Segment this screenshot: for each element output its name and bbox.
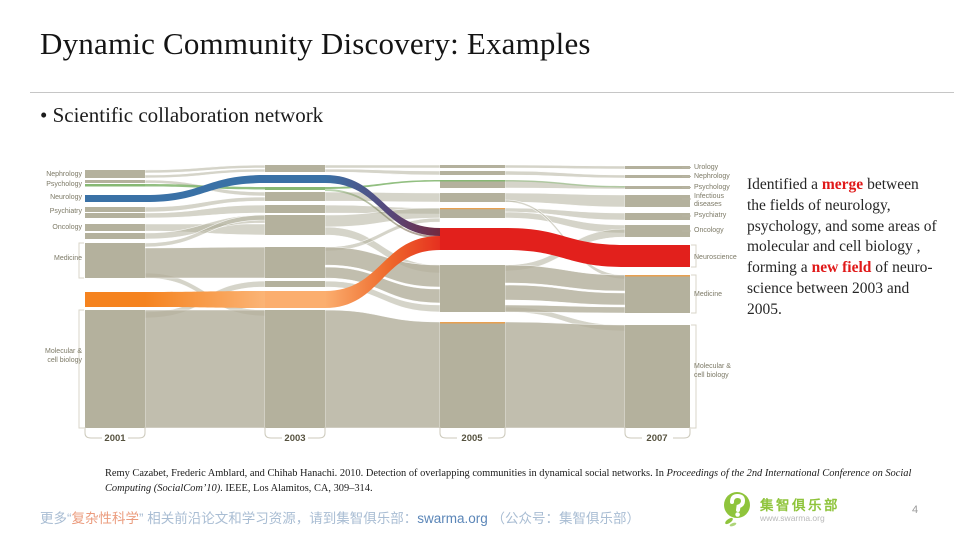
year-brackets bbox=[84, 427, 691, 439]
field-label-right: Infectious diseases bbox=[694, 192, 724, 209]
year-label: 2001 bbox=[104, 433, 126, 444]
field-label-right: Nephrology bbox=[694, 172, 730, 180]
field-label-left: Nephrology bbox=[46, 170, 82, 178]
flow-psychology-merge bbox=[325, 189, 440, 238]
field-label-right: Urology bbox=[694, 163, 719, 171]
title-divider bbox=[30, 92, 954, 93]
field-label-right: Medicine bbox=[694, 290, 723, 298]
page-number: 4 bbox=[912, 504, 919, 516]
slide-title: Dynamic Community Discovery: Examples bbox=[40, 26, 591, 61]
question-mark-icon bbox=[720, 490, 754, 533]
flow-molbio-orange bbox=[145, 236, 440, 308]
logo-title: 集智俱乐部 bbox=[760, 498, 840, 514]
field-label-right: Molecular & cell biology bbox=[694, 363, 731, 379]
footer-note: 更多“复杂性科学” 相关前沿论文和学习资源，请到集智俱乐部：swarma.org… bbox=[40, 511, 641, 526]
alluvial-diagram: Nephrology Psychology Neurology Psychiat… bbox=[30, 155, 750, 455]
citation-text: Remy Cazabet, Frederic Amblard, and Chih… bbox=[105, 468, 912, 494]
annotation-text: Identified a merge between the fields of… bbox=[747, 176, 937, 318]
field-label-left: Psychiatry bbox=[49, 207, 82, 215]
field-label-right: Neuroscience bbox=[694, 253, 737, 261]
label-ticks bbox=[682, 167, 691, 232]
logo-url: www.swarma.org bbox=[760, 513, 825, 524]
field-label-left: Medicine bbox=[53, 255, 82, 262]
year-label: 2003 bbox=[284, 433, 306, 444]
field-label-right: Psychiatry bbox=[694, 212, 727, 219]
field-label-right: Oncology bbox=[694, 227, 724, 234]
field-label-left: Molecular & cell biology bbox=[45, 348, 82, 364]
field-label-left: Psychology bbox=[46, 181, 82, 188]
swarma-logo: 集智俱乐部 www.swarma.org bbox=[720, 490, 840, 533]
year-label: 2005 bbox=[461, 433, 483, 444]
flow-neurology-blue bbox=[145, 175, 440, 236]
flow-neuroscience-red bbox=[505, 228, 625, 267]
bullet-item: • Scientific collaboration network bbox=[40, 103, 324, 127]
flow-svg bbox=[78, 164, 697, 439]
year-label: 2007 bbox=[646, 433, 668, 444]
field-label-left: Oncology bbox=[52, 223, 82, 231]
khaki-main-flows bbox=[144, 246, 626, 429]
field-label-right: Psychology bbox=[694, 183, 730, 191]
node-columns bbox=[85, 165, 690, 428]
label-brackets bbox=[78, 242, 697, 429]
field-label-left: Neurology bbox=[50, 193, 82, 201]
